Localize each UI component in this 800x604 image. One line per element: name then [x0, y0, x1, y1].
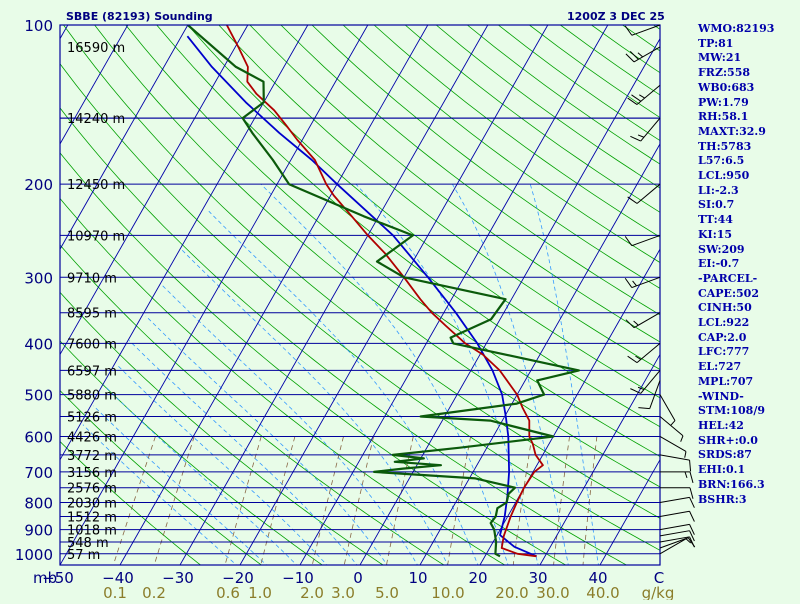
- temperature-tick-label: 10: [408, 569, 427, 587]
- temperature-tick-label: 20: [468, 569, 487, 587]
- pressure-tick-label: 300: [24, 269, 53, 287]
- pressure-tick-label: 800: [24, 495, 53, 513]
- height-label: 5126 m: [67, 411, 117, 426]
- index-entry: WMO:82193: [698, 22, 798, 37]
- height-label: 9710 m: [67, 271, 117, 286]
- index-entry: SHR+:0.0: [698, 434, 798, 449]
- height-label: 16590 m: [67, 41, 125, 56]
- height-label: 12450 m: [67, 178, 125, 193]
- index-entry: SI:0.7: [698, 198, 798, 213]
- height-label: 3772 m: [67, 449, 117, 464]
- index-entry: LCL:950: [698, 169, 798, 184]
- index-entry: EHI:0.1: [698, 463, 798, 478]
- height-label: 14240 m: [67, 112, 125, 127]
- pressure-tick-label: 200: [24, 176, 53, 194]
- index-entry: EL:727: [698, 360, 798, 375]
- mixing-ratio-unit-label: g/kg: [642, 584, 675, 600]
- index-entry: WB0:683: [698, 81, 798, 96]
- index-entry: PW:1.79: [698, 96, 798, 111]
- index-entry: KI:15: [698, 228, 798, 243]
- height-label: 8595 m: [67, 307, 117, 322]
- mixing-ratio-label: 40.0: [586, 584, 619, 600]
- height-label: 2576 m: [67, 482, 117, 497]
- mixing-ratio-label: 10.0: [431, 584, 464, 600]
- mixing-ratio-label: 0.6: [216, 584, 240, 600]
- index-entry: CAP:2.0: [698, 331, 798, 346]
- index-entry: -WIND-: [698, 390, 798, 405]
- temperature-tick-label: −50: [42, 569, 74, 587]
- index-entry: TH:5783: [698, 140, 798, 155]
- mixing-ratio-label: 0.2: [142, 584, 166, 600]
- pressure-tick-label: 900: [24, 522, 53, 540]
- index-entry: LCL:922: [698, 316, 798, 331]
- pressure-tick-label: 500: [24, 387, 53, 405]
- pressure-tick-label: 100: [24, 17, 53, 35]
- index-entry: SRDS:87: [698, 448, 798, 463]
- index-entry: HEL:42: [698, 419, 798, 434]
- mixing-ratio-label: 2.0: [300, 584, 324, 600]
- index-entry: MW:21: [698, 51, 798, 66]
- height-label: 6597 m: [67, 364, 117, 379]
- temperature-tick-label: −30: [162, 569, 194, 587]
- index-entry: BSHR:3: [698, 493, 798, 508]
- mixing-ratio-label: 5.0: [375, 584, 399, 600]
- index-entry: L57:6.5: [698, 154, 798, 169]
- pressure-tick-label: 700: [24, 464, 53, 482]
- mixing-ratio-label: 30.0: [536, 584, 569, 600]
- height-label: 7600 m: [67, 337, 117, 352]
- index-entry: CAPE:502: [698, 287, 798, 302]
- index-entry: -PARCEL-: [698, 272, 798, 287]
- index-entry: RH:58.1: [698, 110, 798, 125]
- height-label: 3156 m: [67, 466, 117, 481]
- chart-date: 1200Z 3 DEC 25: [567, 10, 665, 23]
- mixing-ratio-label: 1.0: [248, 584, 272, 600]
- index-entry: SW:209: [698, 243, 798, 258]
- height-label: 10970 m: [67, 229, 125, 244]
- index-entry: EI:-0.7: [698, 257, 798, 272]
- chart-title: SBBE (82193) Sounding: [66, 10, 213, 23]
- pressure-tick-label: 600: [24, 428, 53, 446]
- pressure-tick-label: 400: [24, 335, 53, 353]
- index-entry: CINH:50: [698, 301, 798, 316]
- pressure-tick-label: 1000: [15, 546, 53, 564]
- index-entry: TT:44: [698, 213, 798, 228]
- index-entry: LI:-2.3: [698, 184, 798, 199]
- height-label: 2030 m: [67, 497, 117, 512]
- index-entry: MPL:707: [698, 375, 798, 390]
- height-label: 5880 m: [67, 389, 117, 404]
- index-entry: MAXT:32.9: [698, 125, 798, 140]
- height-label: 4426 m: [67, 430, 117, 445]
- index-entry: TP:81: [698, 37, 798, 52]
- index-entry: LFC:777: [698, 345, 798, 360]
- index-entry: STM:108/9: [698, 404, 798, 419]
- index-entry: FRZ:558: [698, 66, 798, 81]
- mixing-ratio-label: 0.1: [103, 584, 127, 600]
- mixing-ratio-label: 20.0: [495, 584, 528, 600]
- height-label: 57 m: [67, 548, 100, 563]
- mixing-ratio-label: 3.0: [331, 584, 355, 600]
- index-entry: BRN:166.3: [698, 478, 798, 493]
